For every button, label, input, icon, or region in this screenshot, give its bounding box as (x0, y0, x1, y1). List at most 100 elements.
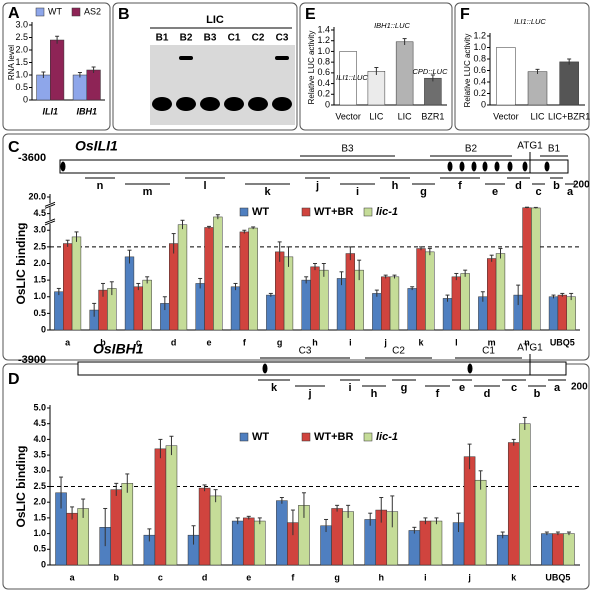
panel-label: D (8, 371, 20, 388)
y-tick-label: 0.8 (317, 57, 330, 67)
free-probe (224, 97, 244, 111)
fragment-label: f (458, 180, 462, 192)
bar (266, 294, 276, 331)
bar (301, 279, 311, 331)
legend-label: AS2 (84, 6, 101, 16)
bar (254, 520, 266, 566)
bar (496, 47, 516, 106)
lane-label: B1 (156, 33, 169, 44)
bar (124, 256, 135, 331)
bar (165, 445, 178, 566)
bar (519, 423, 531, 566)
bar (142, 279, 152, 331)
fragment-label: c (535, 186, 541, 198)
region-label: B2 (465, 144, 478, 155)
x-tick-label: d (171, 337, 177, 347)
x-tick-label: h (379, 572, 385, 582)
y-tick-label: 0 (481, 99, 486, 109)
x-tick-label: Vector (335, 111, 361, 121)
x-tick-label: LIC (530, 111, 545, 121)
axis-break (45, 203, 55, 208)
annotation: ILI1::LUC (336, 73, 368, 82)
x-tick-label: j (467, 572, 471, 582)
x-tick-label: b (100, 337, 106, 347)
y-tick-label: 1.4 (317, 24, 330, 34)
x-tick-label: j (383, 337, 387, 347)
gene-body (77, 361, 567, 376)
fragment-label: h (371, 388, 378, 400)
bar (507, 442, 520, 566)
bar (345, 253, 355, 331)
y-tick-label: 3.0 (33, 465, 46, 475)
y-tick-label: 1.0 (317, 46, 330, 56)
fragment-label: c (511, 382, 517, 394)
binding-site (482, 161, 488, 172)
axis-break (44, 218, 56, 224)
y-tick-label: 0 (41, 559, 46, 569)
bar (204, 227, 214, 331)
x-tick-label: f (291, 572, 295, 582)
legend-swatch (35, 7, 45, 17)
y-axis-label: Relative LUC activity (307, 31, 316, 105)
binding-site (471, 161, 477, 172)
bar (559, 61, 579, 106)
fragment-label: l (203, 180, 206, 192)
y-tick-label: 1.5 (33, 275, 46, 285)
bar (395, 41, 414, 106)
lane-label: B3 (204, 33, 217, 44)
x-tick-label: f (243, 337, 247, 347)
binding-site (467, 363, 473, 374)
y-axis-label: OsLIC binding (14, 223, 28, 305)
x-tick-label: Vector (493, 111, 519, 121)
x-tick-label: c (136, 337, 141, 347)
x-tick-label: UBQ5 (545, 572, 570, 582)
x-tick-label: k (418, 337, 424, 347)
x-tick-label: ILI1 (42, 106, 58, 116)
gene-body (59, 159, 569, 174)
annotation: ILI1::LUC (514, 17, 546, 26)
fragment-label: d (515, 180, 522, 192)
legend-swatch (301, 432, 311, 442)
x-tick-label: LIC (369, 111, 384, 121)
bar (496, 534, 509, 566)
binding-site (494, 161, 500, 172)
region-label: C1 (482, 346, 495, 357)
bar (425, 251, 435, 331)
bar (381, 276, 391, 331)
x-tick-label: n (524, 337, 530, 347)
gel-image (150, 45, 295, 125)
map-end: 200 (571, 382, 588, 393)
region-label: B1 (548, 144, 561, 155)
bar (430, 520, 443, 566)
y-tick-label: 3.5 (33, 449, 46, 459)
gene-name: OsIBH1 (93, 341, 144, 357)
x-tick-label: e (206, 337, 211, 347)
bar (451, 276, 461, 331)
bar (283, 256, 294, 331)
x-tick-label: LIC (398, 111, 413, 121)
bar (66, 512, 78, 566)
axis-break (44, 201, 56, 207)
bar (276, 500, 288, 566)
fragment-label: n (97, 180, 104, 192)
y-tick-label: 4.5 (33, 418, 46, 428)
panel-label: E (305, 6, 316, 23)
free-probe (272, 97, 292, 111)
bar (531, 207, 541, 331)
x-tick-label: BZR1 (421, 111, 444, 121)
x-tick-label: UBQ5 (550, 337, 575, 347)
bar (442, 298, 453, 331)
gene-name: OsILI1 (75, 138, 118, 154)
y-tick-label: 0.6 (317, 67, 330, 77)
legend-swatch (363, 432, 373, 442)
y-axis-label: Relative LUC activity (463, 34, 472, 108)
y-tick-label: 5.0 (33, 402, 46, 412)
x-tick-label: m (488, 337, 496, 347)
fragment-label: i (348, 382, 351, 394)
x-tick-label: LIC+BZR1 (548, 111, 590, 121)
bar (522, 207, 532, 331)
y-tick-label: 0 (23, 94, 28, 104)
bar (372, 293, 382, 331)
annotation: IBH1::LUC (374, 21, 410, 30)
